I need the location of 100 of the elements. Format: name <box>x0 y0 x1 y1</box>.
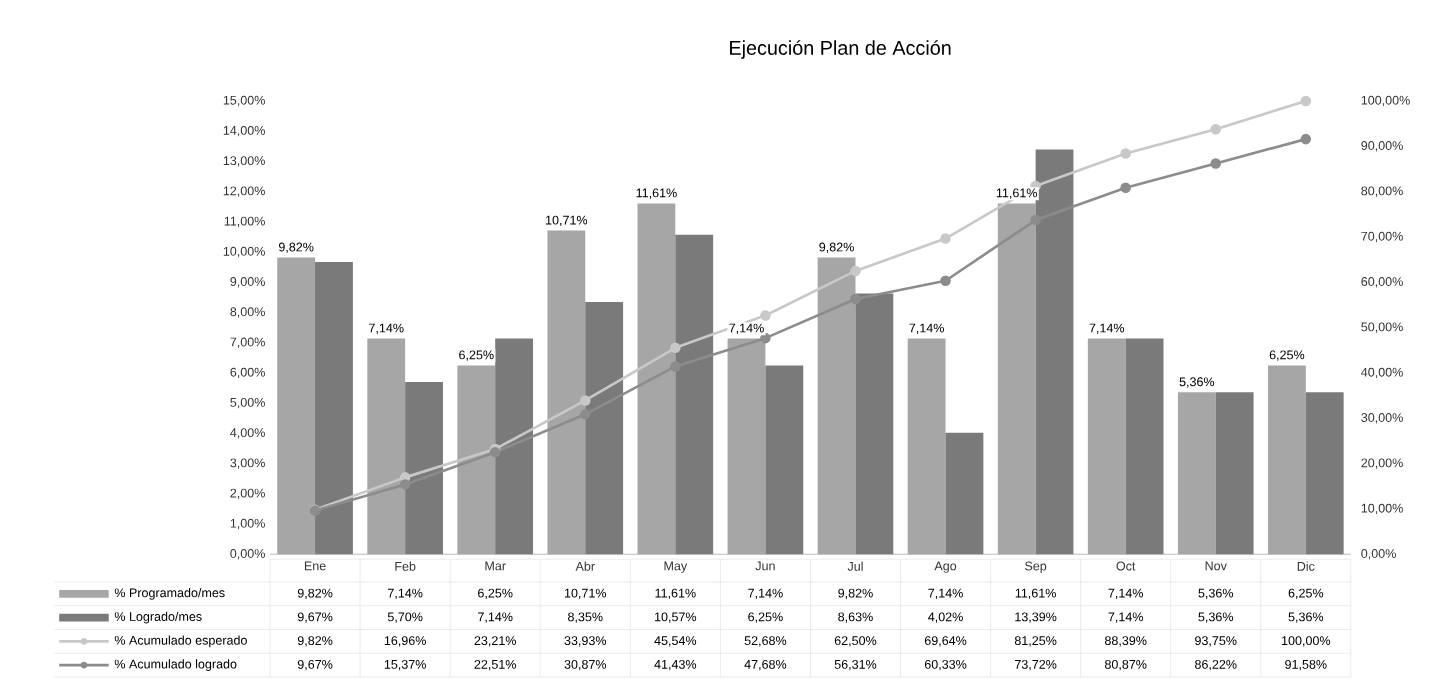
data-label: 7,14% <box>478 612 513 623</box>
y2-tick-label: 40,00% <box>1361 367 1403 379</box>
data-label: 11,61% <box>655 588 696 600</box>
data-label: 60,33% <box>924 660 967 671</box>
data-label: 8,35% <box>568 612 603 623</box>
x-tick-label: Dic <box>1297 561 1315 571</box>
data-label: 88,39% <box>1104 636 1147 647</box>
x-tick-label: Sep <box>1025 561 1047 574</box>
bar <box>457 365 496 555</box>
x-tick-label: Feb <box>395 561 416 571</box>
y-tick-label: 3,00% <box>230 458 265 469</box>
point <box>1300 95 1312 107</box>
data-label: 93,75% <box>1195 636 1237 647</box>
bar <box>277 257 316 555</box>
bar <box>637 203 676 555</box>
point <box>940 233 951 244</box>
bar <box>727 338 766 555</box>
y-tick-label: 5,00% <box>230 398 265 409</box>
text: 6,25% <box>459 350 494 361</box>
data-label: 5,70% <box>387 612 423 623</box>
data-label: 69,64% <box>924 636 967 647</box>
data-label: 7,14% <box>1108 588 1143 600</box>
y-tick-label: 1,00% <box>230 518 265 530</box>
y-tick-label: 11,00% <box>224 216 265 228</box>
y2-tick-label: 0,00% <box>1361 549 1396 560</box>
legend-label: % Acumulado esperado <box>114 635 247 648</box>
x-tick-label: Jun <box>755 561 775 571</box>
y2-tick-label: 20,00% <box>1361 458 1403 469</box>
data-label: 91,58% <box>1285 660 1327 671</box>
data-label: 56,31% <box>834 660 877 671</box>
y-tick-label: 2,00% <box>230 488 265 500</box>
point <box>1120 182 1131 194</box>
data-label: 16,96% <box>384 636 426 647</box>
data-label: 10,71% <box>564 588 607 600</box>
data-label: 5,36% <box>1198 612 1234 623</box>
legend-label: % Logrado/mes <box>114 611 202 624</box>
data-label: 15,37% <box>384 660 426 671</box>
data-label: 8,63% <box>838 612 873 623</box>
point <box>670 361 681 372</box>
text: 9,82% <box>278 242 314 254</box>
data-label: 13,39% <box>1015 612 1057 623</box>
x-tick-label: Jul <box>847 561 863 571</box>
point <box>1210 158 1222 169</box>
data-label: 7,14% <box>928 588 963 600</box>
text: 7,14% <box>369 323 404 335</box>
text: 10,71% <box>546 215 588 227</box>
legend-label: % Programado/mes <box>114 588 225 600</box>
y2-tick-label: 50,00% <box>1361 322 1403 333</box>
text: 7,14% <box>729 323 764 335</box>
data-label: 81,25% <box>1014 636 1057 647</box>
y2-tick-label: 80,00% <box>1361 186 1403 197</box>
legend-label: % Acumulado logrado <box>114 659 237 672</box>
y2-tick-label: 30,00% <box>1361 413 1403 424</box>
bar <box>907 338 946 555</box>
y-tick-label: 4,00% <box>230 428 265 439</box>
bar <box>1267 365 1306 555</box>
bar <box>367 338 406 555</box>
text: 11,61% <box>636 188 677 199</box>
point <box>850 293 861 305</box>
text: 9,82% <box>819 242 854 254</box>
x-tick-label: Abr <box>575 561 595 571</box>
point <box>1210 124 1222 135</box>
data-label: 33,93% <box>564 636 607 647</box>
data-label: 7,14% <box>388 588 423 600</box>
chart-title: Ejecución Plan de Acción <box>730 40 951 59</box>
data-label: 100,00% <box>1282 636 1331 647</box>
x-tick-label: Ene <box>304 561 326 571</box>
data-label: 9,67% <box>297 660 333 671</box>
y2-tick-label: 70,00% <box>1361 231 1403 243</box>
data-label: 5,36% <box>1288 612 1324 623</box>
data-label: 9,82% <box>297 588 333 600</box>
data-label: 9,67% <box>297 612 333 623</box>
point <box>579 395 591 406</box>
data-label: 4,02% <box>928 612 963 623</box>
y2-tick-label: 100,00% <box>1361 95 1410 107</box>
x-tick-label: Nov <box>1205 561 1227 571</box>
data-label: 7,14% <box>1108 612 1143 623</box>
y-tick-label: 12,00% <box>223 186 265 197</box>
data-label: 22,51% <box>474 660 516 671</box>
point <box>760 332 771 344</box>
y-tick-label: 7,00% <box>230 337 265 349</box>
data-label: 86,22% <box>1195 660 1237 671</box>
point <box>940 275 951 287</box>
data-label: 41,43% <box>654 660 697 671</box>
y-tick-label: 14,00% <box>223 126 265 137</box>
data-label: 11,61% <box>1015 588 1056 600</box>
data-label: 6,25% <box>1288 588 1324 600</box>
point <box>579 409 591 420</box>
data-label: 45,54% <box>654 636 697 647</box>
bar <box>1087 338 1126 555</box>
data-label: 52,68% <box>744 636 787 647</box>
point <box>399 479 411 490</box>
point <box>1300 133 1312 145</box>
x-tick-label: Oct <box>1116 561 1136 571</box>
point <box>1030 214 1041 226</box>
y2-tick-label: 60,00% <box>1361 277 1403 288</box>
y-tick-label: 8,00% <box>230 307 265 318</box>
y-tick-label: 10,00% <box>223 246 265 258</box>
point <box>1120 148 1131 159</box>
bar <box>817 257 856 555</box>
